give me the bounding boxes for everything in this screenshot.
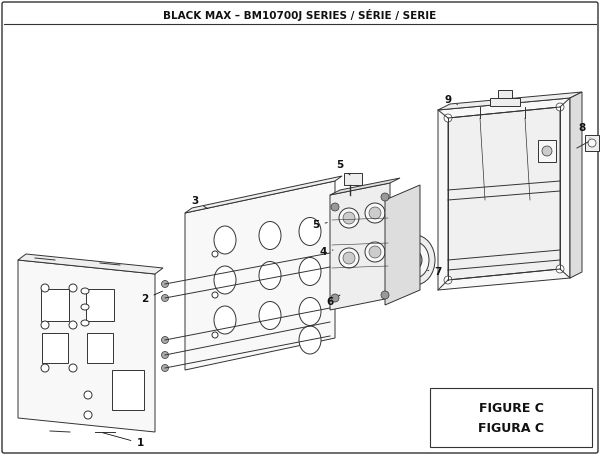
Ellipse shape xyxy=(401,242,429,278)
Circle shape xyxy=(556,265,564,273)
Text: 9: 9 xyxy=(445,95,458,105)
Circle shape xyxy=(369,246,381,258)
Ellipse shape xyxy=(259,302,281,329)
Circle shape xyxy=(161,280,169,288)
Circle shape xyxy=(41,284,49,292)
Polygon shape xyxy=(330,183,390,310)
Circle shape xyxy=(41,321,49,329)
Bar xyxy=(430,388,592,447)
Bar xyxy=(86,289,114,321)
Ellipse shape xyxy=(299,217,321,246)
Circle shape xyxy=(365,242,385,262)
Ellipse shape xyxy=(299,298,321,325)
Text: 7: 7 xyxy=(428,267,442,277)
Text: 2: 2 xyxy=(142,291,163,304)
Text: 6: 6 xyxy=(326,295,340,307)
Circle shape xyxy=(69,321,77,329)
Circle shape xyxy=(69,364,77,372)
Circle shape xyxy=(331,203,339,211)
Polygon shape xyxy=(18,260,155,432)
Circle shape xyxy=(41,364,49,372)
Circle shape xyxy=(161,294,169,302)
Bar xyxy=(41,289,69,321)
Ellipse shape xyxy=(259,222,281,249)
Text: BLACK MAX – BM10700J SERIES / SÉRIE / SERIE: BLACK MAX – BM10700J SERIES / SÉRIE / SE… xyxy=(163,9,437,21)
Circle shape xyxy=(444,114,452,122)
Ellipse shape xyxy=(214,306,236,334)
Circle shape xyxy=(161,364,169,371)
Text: 5: 5 xyxy=(337,160,350,175)
Polygon shape xyxy=(438,92,582,110)
Ellipse shape xyxy=(214,226,236,254)
Circle shape xyxy=(381,291,389,299)
Text: 8: 8 xyxy=(578,123,590,138)
Circle shape xyxy=(339,208,359,228)
Circle shape xyxy=(444,276,452,284)
Circle shape xyxy=(161,352,169,359)
Circle shape xyxy=(556,103,564,111)
Ellipse shape xyxy=(299,258,321,285)
Circle shape xyxy=(331,294,339,302)
Ellipse shape xyxy=(259,262,281,289)
Circle shape xyxy=(343,212,355,224)
Circle shape xyxy=(212,292,218,298)
Bar xyxy=(344,173,362,185)
Polygon shape xyxy=(18,254,163,274)
Text: FIGURA C: FIGURA C xyxy=(478,421,544,435)
Ellipse shape xyxy=(408,251,422,269)
Circle shape xyxy=(369,207,381,219)
Bar xyxy=(498,90,512,98)
Circle shape xyxy=(212,332,218,338)
Ellipse shape xyxy=(81,304,89,310)
Bar xyxy=(112,370,144,410)
Ellipse shape xyxy=(81,320,89,326)
Ellipse shape xyxy=(81,288,89,294)
Text: 1: 1 xyxy=(103,433,143,448)
Polygon shape xyxy=(438,98,570,290)
Circle shape xyxy=(212,251,218,257)
Polygon shape xyxy=(385,185,420,305)
Circle shape xyxy=(84,411,92,419)
Bar xyxy=(538,140,556,162)
Circle shape xyxy=(343,252,355,264)
Circle shape xyxy=(381,193,389,201)
Bar xyxy=(42,333,68,363)
Bar xyxy=(585,135,599,151)
Polygon shape xyxy=(570,92,582,278)
Circle shape xyxy=(69,284,77,292)
Circle shape xyxy=(365,203,385,223)
Polygon shape xyxy=(330,178,400,195)
Circle shape xyxy=(339,248,359,268)
Bar xyxy=(490,98,520,106)
Text: 5: 5 xyxy=(313,220,327,230)
Circle shape xyxy=(161,337,169,344)
Text: FIGURE C: FIGURE C xyxy=(479,401,544,415)
Polygon shape xyxy=(185,176,342,213)
Ellipse shape xyxy=(299,326,321,354)
Polygon shape xyxy=(185,181,335,370)
Circle shape xyxy=(588,139,596,147)
Text: 4: 4 xyxy=(319,247,333,257)
Circle shape xyxy=(84,391,92,399)
Ellipse shape xyxy=(214,266,236,294)
Polygon shape xyxy=(448,107,560,280)
Circle shape xyxy=(542,146,552,156)
Ellipse shape xyxy=(395,235,435,285)
Bar xyxy=(87,333,113,363)
Text: 3: 3 xyxy=(191,196,208,208)
